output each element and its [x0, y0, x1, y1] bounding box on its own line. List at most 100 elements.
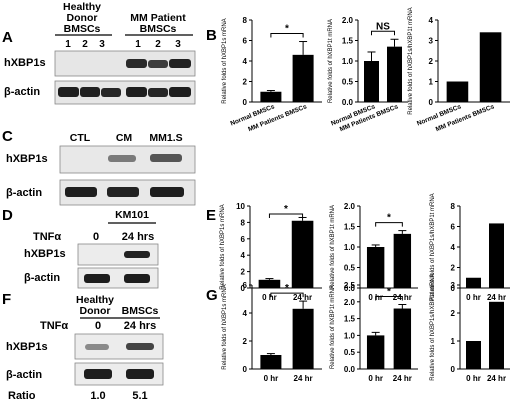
chart-g3-ylabel: Relative folds of hXBP1s/hXBP1t mRNA: [430, 273, 436, 380]
blot-a-row-actin: β-actin: [4, 86, 40, 98]
blot-c-row-actin: β-actin: [6, 187, 42, 199]
panel-label-b: B: [206, 27, 217, 44]
blot-f-group-left-line1: Healthy: [76, 294, 114, 306]
chart-e3-tick-label: 8: [451, 202, 456, 211]
chart-b1-ylabel: Relative folds of hXBP1s mRNA: [222, 18, 228, 103]
chart-e1-tick-label: 8: [241, 218, 246, 227]
blot-f-ratio-24: 5.1: [132, 390, 147, 402]
chart-e3-tick-label: 0: [451, 284, 456, 293]
blot-a-lane-3: 3: [99, 39, 105, 50]
blot-c-lane-mm1s: MM1.S: [149, 132, 182, 144]
chart-e3-category-label: 0 hr: [466, 293, 481, 302]
chart-g1-tick-label: 2: [243, 337, 248, 346]
blot-a-band: [126, 59, 147, 68]
blot-d-band: [124, 274, 150, 283]
chart-g2-ylabel: Relative folds of hXBP1t mRNA: [330, 285, 336, 369]
chart-g2: 0.0 0.5 1.0 1.5 2.0 2.5 Relative folds of hXBP…: [330, 281, 418, 383]
chart-e1-significance-bracket: [268, 213, 304, 218]
chart-e1-bar: [258, 279, 281, 288]
chart-e3-bar: [489, 223, 504, 288]
blot-f-row-hxbp1s: hXBP1s: [6, 341, 48, 353]
blot-f-group-left-line2: Donor: [80, 305, 111, 317]
chart-e3-tick-label: 2: [451, 264, 456, 273]
blot-a-band: [80, 87, 100, 97]
blot-a-lane-2: 2: [82, 39, 88, 50]
chart-g2-significance-bracket: [375, 295, 403, 301]
chart-b2-significance-bracket: [371, 30, 395, 36]
blot-d-lane-24: 24 hrs: [122, 231, 154, 243]
blot-c-row-hxbp1s: hXBP1s: [6, 153, 48, 165]
chart-g1-category-label: 0 hr: [264, 374, 279, 383]
blot-c-lane-ctl: CTL: [70, 132, 91, 144]
blot-a-group-left-line3: BMSCs: [64, 23, 101, 35]
panel-label-g: G: [206, 287, 218, 304]
chart-b1-category-label: MM Patients BMSCs: [247, 103, 308, 133]
chart-g2-tick-label: 0.0: [344, 365, 356, 374]
chart-e1: 0 2 4 6 8 10 Relative folds of hXBP1s mRNA 0 hr…: [220, 202, 322, 302]
blot-a: Healthy Donor BMSCs MM Patient BMSCs 1 2…: [4, 1, 196, 105]
chart-b2-tick-label: 0.0: [342, 98, 354, 107]
chart-b2-tick-label: 2.0: [342, 16, 354, 25]
chart-g2-category-label: 24 hr: [393, 374, 412, 383]
blot-d-row-actin: β-actin: [24, 272, 60, 284]
chart-b3-ylabel: Relative folds of hXBP1s/hXBP1t mRNA: [408, 7, 414, 114]
chart-e2-bar: [366, 247, 385, 288]
blot-d-row-hxbp1s: hXBP1s: [24, 248, 66, 260]
chart-b1-tick-label: 4: [243, 57, 248, 66]
chart-g1-tick-label: 6: [243, 281, 248, 290]
chart-b1-bar: [292, 54, 314, 102]
blot-a-band: [148, 60, 168, 68]
blot-a-group-left-line1: Healthy: [63, 1, 101, 13]
blot-f-band: [126, 369, 154, 379]
chart-b2-tick-label: 0.5: [342, 78, 354, 87]
chart-b2-significance: NS: [376, 21, 390, 32]
chart-e2-tick-label: 1.5: [344, 223, 356, 232]
blot-c-band: [107, 187, 139, 197]
chart-b2-bar: [387, 46, 402, 102]
panel-label-a: A: [2, 29, 13, 46]
chart-b2-ylabel: Relative folds of hXBP1t mRNA: [328, 19, 334, 103]
chart-g2-significance: *: [387, 286, 391, 297]
blot-c-band: [108, 155, 136, 162]
blot-f-band: [85, 344, 109, 350]
blot-a-group-right-line2: BMSCs: [140, 23, 177, 35]
blot-d-treatment-label: TNFα: [33, 231, 61, 243]
blot-a-row-hxbp1s: hXBP1s: [4, 57, 46, 69]
chart-g1-significance-bracket: [270, 292, 304, 298]
chart-e3-bar: [466, 277, 481, 288]
chart-g3-tick-label: 2: [451, 309, 456, 318]
chart-g2-tick-label: 2.0: [344, 298, 356, 307]
blot-d-lane-0: 0: [93, 231, 99, 243]
panel-label-f: F: [2, 291, 11, 308]
chart-e1-category-label: 24 hr: [293, 293, 312, 302]
blot-f-lane-24: 24 hrs: [124, 320, 156, 332]
chart-b3-category-label: MM Patients BMSCs: [435, 103, 496, 133]
panel-label-e: E: [206, 207, 216, 224]
chart-g2-tick-label: 0.5: [344, 348, 356, 357]
blot-f: Healthy Donor BMSCs TNFα 0 24 hrs hXBP1s…: [6, 294, 164, 402]
blot-c-band: [150, 154, 182, 162]
chart-b3: 0 1 2 3 4 Relative folds of hXBP1s/hXBP1t mRN…: [408, 7, 510, 133]
chart-b3-bar: [446, 81, 469, 102]
chart-g2-tick-label: 1.5: [344, 315, 356, 324]
blot-a-lane-1: 1: [65, 39, 71, 50]
blot-c-band: [65, 187, 97, 197]
blot-a-lane-5: 2: [155, 39, 161, 50]
blot-c-band: [150, 187, 184, 197]
chart-e1-tick-label: 6: [241, 235, 246, 244]
chart-b3-bar: [479, 32, 502, 102]
blot-f-lane-0: 0: [95, 320, 101, 332]
blot-a-lane-4: 1: [135, 39, 141, 50]
chart-e1-tick-label: 0: [241, 284, 246, 293]
chart-b1-bar: [260, 91, 282, 102]
blot-d-band: [84, 274, 110, 283]
chart-b2: 0.0 0.5 1.0 1.5 2.0 Relative folds of hXBP1t …: [328, 16, 408, 133]
blot-d-membrane-top: [77, 243, 159, 266]
blot-f-band: [126, 343, 154, 350]
blot-d-header: KM101: [115, 209, 149, 221]
chart-b3-tick-label: 4: [429, 16, 434, 25]
chart-e2-tick-label: 2.0: [344, 202, 356, 211]
chart-g2-bar: [366, 335, 385, 369]
